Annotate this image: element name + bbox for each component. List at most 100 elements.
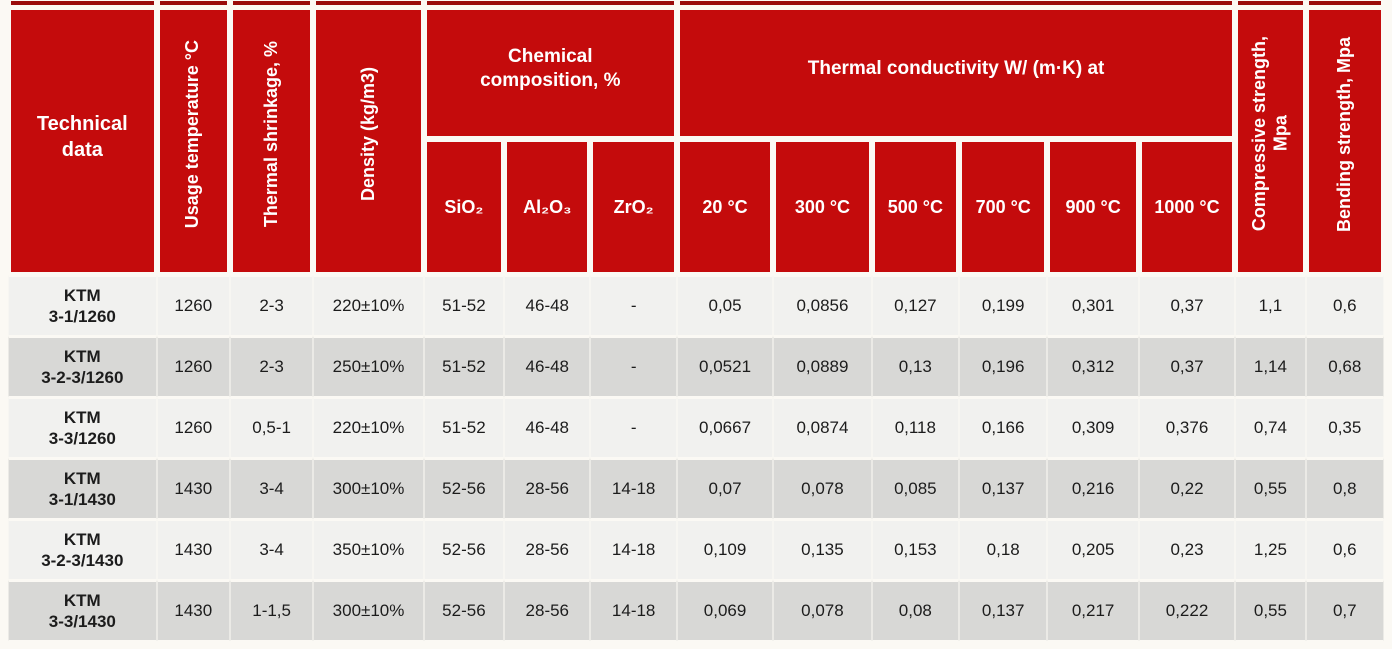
- header-chemical-composition-group: Chemical composition, %: [423, 1, 677, 139]
- header-tc-300c: 300 °C: [773, 139, 872, 275]
- value-cell: 0,37: [1138, 336, 1236, 397]
- header-sio2: SiO₂: [423, 139, 505, 275]
- value-cell: 2-3: [229, 275, 314, 336]
- value-cell: 0,069: [676, 580, 774, 641]
- value-cell: 1260: [156, 397, 230, 458]
- header-bending-strength: Bending strength, Mpa: [1305, 1, 1384, 275]
- table-row: KTM 3-1/1260 1260 2-3 220±10% 51-52 46-4…: [8, 275, 1384, 336]
- value-cell: 0,078: [773, 458, 872, 519]
- compressive-strength-label: Compressive strength, Mpa: [1248, 36, 1291, 232]
- value-cell: 0,18: [959, 519, 1048, 580]
- value-cell: 0,137: [959, 580, 1048, 641]
- header-tc-900c: 900 °C: [1047, 139, 1139, 275]
- value-cell: 0,07: [676, 458, 774, 519]
- value-cell: 0,222: [1138, 580, 1236, 641]
- value-cell: 0,13: [871, 336, 960, 397]
- header-technical-data: Technical data: [8, 1, 157, 275]
- value-cell: 51-52: [423, 397, 505, 458]
- value-cell: 1-1,5: [229, 580, 314, 641]
- header-al2o3: Al₂O₃: [504, 139, 591, 275]
- technical-data-table: Technical data Usage temperature °C Ther…: [8, 1, 1384, 641]
- product-name-cell: KTM 3-3/1260: [8, 397, 157, 458]
- value-cell: 1260: [156, 336, 230, 397]
- header-usage-temperature: Usage temperature °C: [156, 1, 230, 275]
- value-cell: 0,217: [1047, 580, 1139, 641]
- header-zro2: ZrO₂: [590, 139, 677, 275]
- value-cell: 0,0521: [676, 336, 774, 397]
- value-cell: 28-56: [504, 519, 591, 580]
- header-density: Density (kg/m3): [313, 1, 424, 275]
- value-cell: 0,118: [871, 397, 960, 458]
- value-cell: 46-48: [504, 275, 591, 336]
- value-cell: 0,6: [1305, 519, 1384, 580]
- value-cell: 220±10%: [313, 275, 424, 336]
- value-cell: 0,196: [959, 336, 1048, 397]
- value-cell: 0,23: [1138, 519, 1236, 580]
- table-header: Technical data Usage temperature °C Ther…: [8, 1, 1384, 275]
- header-tc-20c: 20 °C: [676, 139, 774, 275]
- header-compressive-strength: Compressive strength, Mpa: [1235, 1, 1306, 275]
- header-tc-700c: 700 °C: [959, 139, 1048, 275]
- value-cell: 0,137: [959, 458, 1048, 519]
- table-row: KTM 3-3/1430 1430 1-1,5 300±10% 52-56 28…: [8, 580, 1384, 641]
- product-name-cell: KTM 3-1/1430: [8, 458, 157, 519]
- value-cell: 0,68: [1305, 336, 1384, 397]
- value-cell: 52-56: [423, 519, 505, 580]
- product-name-cell: KTM 3-1/1260: [8, 275, 157, 336]
- table-row: KTM 3-3/1260 1260 0,5-1 220±10% 51-52 46…: [8, 397, 1384, 458]
- value-cell: -: [590, 275, 677, 336]
- table-row: KTM 3-2-3/1430 1430 3-4 350±10% 52-56 28…: [8, 519, 1384, 580]
- value-cell: 14-18: [590, 580, 677, 641]
- header-tc-1000c: 1000 °C: [1138, 139, 1236, 275]
- value-cell: 0,0667: [676, 397, 774, 458]
- value-cell: 0,312: [1047, 336, 1139, 397]
- header-tc-500c: 500 °C: [871, 139, 960, 275]
- value-cell: 0,127: [871, 275, 960, 336]
- value-cell: 0,55: [1235, 580, 1306, 641]
- value-cell: 0,08: [871, 580, 960, 641]
- value-cell: 0,05: [676, 275, 774, 336]
- value-cell: 28-56: [504, 458, 591, 519]
- table-body: KTM 3-1/1260 1260 2-3 220±10% 51-52 46-4…: [8, 275, 1384, 641]
- value-cell: -: [590, 397, 677, 458]
- value-cell: 0,216: [1047, 458, 1139, 519]
- value-cell: 3-4: [229, 458, 314, 519]
- value-cell: 0,37: [1138, 275, 1236, 336]
- value-cell: 1430: [156, 519, 230, 580]
- value-cell: 220±10%: [313, 397, 424, 458]
- value-cell: 14-18: [590, 519, 677, 580]
- value-cell: 0,135: [773, 519, 872, 580]
- product-name-cell: KTM 3-2-3/1260: [8, 336, 157, 397]
- value-cell: 14-18: [590, 458, 677, 519]
- value-cell: -: [590, 336, 677, 397]
- value-cell: 0,309: [1047, 397, 1139, 458]
- value-cell: 28-56: [504, 580, 591, 641]
- value-cell: 1430: [156, 458, 230, 519]
- value-cell: 0,0889: [773, 336, 872, 397]
- value-cell: 0,74: [1235, 397, 1306, 458]
- density-label: Density (kg/m3): [357, 66, 378, 202]
- value-cell: 1,1: [1235, 275, 1306, 336]
- value-cell: 1,14: [1235, 336, 1306, 397]
- value-cell: 1260: [156, 275, 230, 336]
- value-cell: 0,109: [676, 519, 774, 580]
- value-cell: 46-48: [504, 397, 591, 458]
- value-cell: 0,6: [1305, 275, 1384, 336]
- value-cell: 0,0874: [773, 397, 872, 458]
- usage-temperature-label: Usage temperature °C: [182, 39, 203, 229]
- value-cell: 52-56: [423, 458, 505, 519]
- value-cell: 0,166: [959, 397, 1048, 458]
- value-cell: 0,8: [1305, 458, 1384, 519]
- thermal-shrinkage-label: Thermal shrinkage, %: [260, 40, 281, 228]
- value-cell: 0,078: [773, 580, 872, 641]
- value-cell: 250±10%: [313, 336, 424, 397]
- value-cell: 350±10%: [313, 519, 424, 580]
- header-thermal-conductivity-group: Thermal conductivity W/ (m·K) at: [676, 1, 1236, 139]
- value-cell: 0,199: [959, 275, 1048, 336]
- value-cell: 0,0856: [773, 275, 872, 336]
- value-cell: 0,22: [1138, 458, 1236, 519]
- value-cell: 51-52: [423, 336, 505, 397]
- value-cell: 0,376: [1138, 397, 1236, 458]
- bending-strength-label: Bending strength, Mpa: [1333, 36, 1354, 232]
- value-cell: 0,085: [871, 458, 960, 519]
